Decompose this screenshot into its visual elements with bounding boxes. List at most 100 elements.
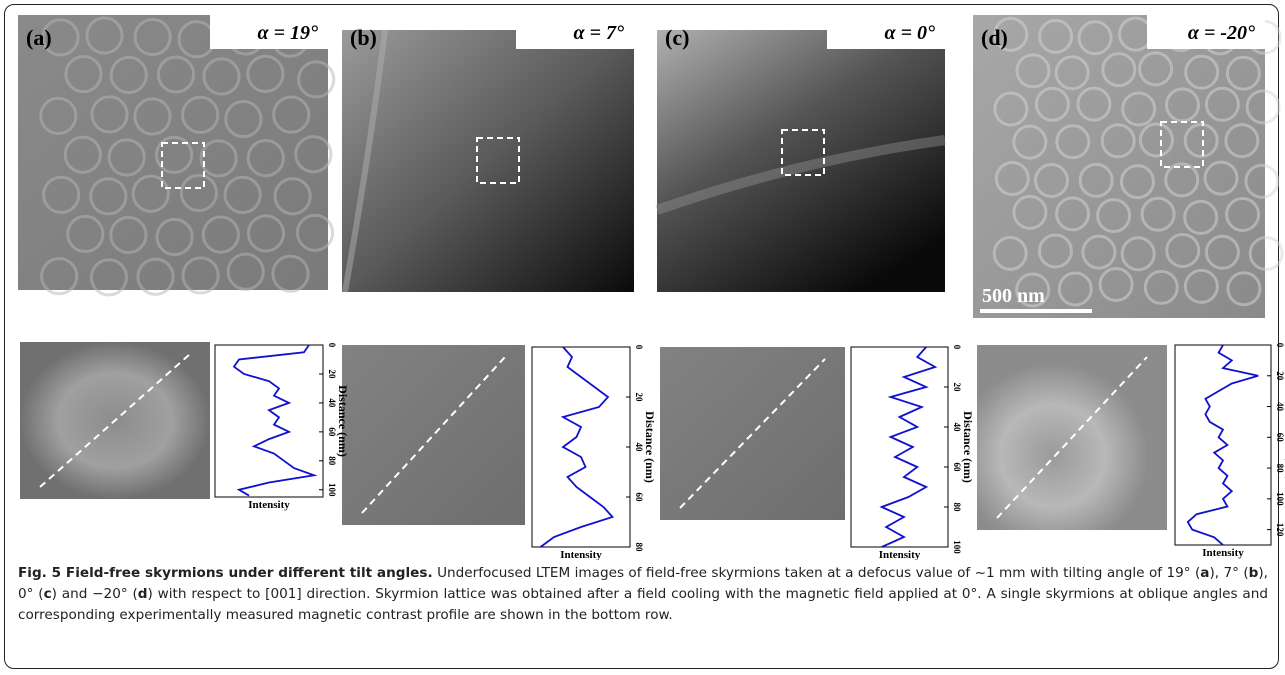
skyrmion-ring [1183, 199, 1219, 235]
panel-label: (d) [981, 25, 1008, 50]
y-tick-label: 100 [1275, 492, 1285, 506]
skyrmion-ring [1203, 160, 1239, 196]
profile-path [39, 353, 191, 488]
y-tick-label: 40 [634, 443, 644, 453]
panel-ref: c [43, 586, 52, 602]
skyrmion-ring [271, 254, 310, 293]
figure: (a) α = 19° 0 20 40 60 80 100 Distance (nm) Inten… [18, 15, 1285, 560]
skyrmion-ring [156, 55, 196, 94]
roi-box [1160, 121, 1204, 168]
skyrmion-ring [294, 135, 333, 174]
skyrmion-ring [1015, 53, 1051, 89]
roi-box [476, 137, 520, 184]
skyrmion-ring [1033, 163, 1069, 199]
skyrmion-ring [41, 18, 80, 57]
skyrmion-ring [154, 135, 194, 175]
skyrmion-ring [1165, 232, 1201, 268]
skyrmion-ring [1204, 86, 1240, 122]
texture [655, 135, 946, 215]
skyrmion-ring [40, 257, 79, 296]
skyrmion-ring [85, 16, 124, 55]
y-tick-label: 80 [1275, 464, 1285, 474]
tilt-angle: α = -20° [1188, 22, 1255, 44]
skyrmion-image [660, 347, 845, 520]
y-tick-label: 0 [634, 345, 644, 350]
skyrmion-ring [1183, 123, 1219, 159]
skyrmion-ring [1054, 55, 1090, 91]
panel-label: (a) [26, 25, 52, 50]
profile-line [539, 346, 615, 548]
y-tick-label: 120 [1275, 523, 1285, 537]
skyrmion-ring [224, 100, 263, 139]
skyrmion-ring [1138, 122, 1174, 158]
skyrmion-ring [39, 96, 78, 135]
skyrmion-ring [63, 135, 102, 174]
skyrmion-ring [226, 252, 265, 291]
skyrmion-ring [181, 95, 220, 134]
skyrmion-ring [246, 214, 286, 253]
profile-line [232, 344, 318, 497]
y-tick-label: 20 [952, 383, 962, 393]
skyrmion-ring [64, 54, 103, 94]
skyrmion-ring [1120, 236, 1156, 272]
caption-text: ), 0° ( [18, 565, 1268, 602]
caption: Fig. 5 Field-free skyrmions under differ… [18, 563, 1268, 626]
skyrmion-ring [1055, 124, 1091, 160]
caption-text: ), 7° ( [1209, 565, 1249, 581]
skyrmion-ring [246, 139, 285, 178]
angle-box [210, 15, 328, 49]
profile-frame [214, 344, 324, 498]
caption-text: ) and −20° ( [51, 586, 138, 602]
skyrmion-ring [297, 60, 336, 99]
roi-box [781, 129, 825, 176]
skyrmion-ring [1034, 86, 1070, 122]
profile-path [679, 358, 826, 509]
x-axis-label: Intensity [879, 549, 921, 560]
tilt-angle: α = 0° [885, 22, 935, 44]
y-tick-label: 0 [952, 345, 962, 350]
angle-box [1147, 15, 1265, 49]
y-tick-label: 20 [327, 369, 337, 379]
ltem-image [973, 15, 1265, 318]
skyrmion-ring [66, 214, 105, 254]
panel-ref: a [1200, 565, 1210, 581]
skyrmion-ring [1121, 91, 1157, 127]
skyrmion-ring [109, 55, 148, 95]
x-axis-label: Intensity [1202, 547, 1244, 559]
skyrmion-ring [295, 213, 335, 252]
skyrmion-ring [1248, 235, 1284, 271]
skyrmion-ring [1225, 197, 1261, 233]
skyrmion-ring [1012, 124, 1048, 160]
x-axis-label: Intensity [560, 549, 602, 560]
scale-bar-label: 500 nm [982, 285, 1045, 307]
caption-text: Underfocused LTEM images of field-free s… [437, 565, 1201, 581]
skyrmion-ring [201, 215, 240, 254]
y-tick-label: 80 [952, 503, 962, 513]
skyrmion-ring [1015, 272, 1051, 308]
y-tick-label: 40 [327, 398, 337, 408]
skyrmion-ring [133, 97, 172, 136]
y-tick-label: 80 [634, 543, 644, 553]
skyrmion-ring [1226, 271, 1262, 307]
skyrmion-ring [246, 54, 285, 94]
y-tick-label: 40 [1275, 402, 1285, 412]
skyrmion-ring [1140, 196, 1176, 232]
skyrmion-ring [1183, 268, 1219, 304]
skyrmion-image [342, 345, 525, 525]
profile-line [879, 346, 938, 548]
y-tick-label: 60 [634, 493, 644, 503]
skyrmion-ring [1204, 234, 1240, 270]
caption-body: Underfocused LTEM images of field-free s… [18, 565, 1268, 623]
texture [39, 16, 336, 297]
skyrmion-ring [1224, 123, 1260, 159]
ltem-image [342, 30, 634, 292]
skyrmion-ring [1119, 164, 1155, 200]
skyrmion-ring [109, 215, 148, 255]
y-tick-label: 0 [1275, 343, 1285, 348]
skyrmion-ring [202, 57, 241, 96]
skyrmion-ring [992, 235, 1028, 271]
skyrmion-ring [1012, 194, 1048, 230]
skyrmion-ring [1078, 162, 1114, 198]
panel-label: (c) [665, 25, 689, 50]
